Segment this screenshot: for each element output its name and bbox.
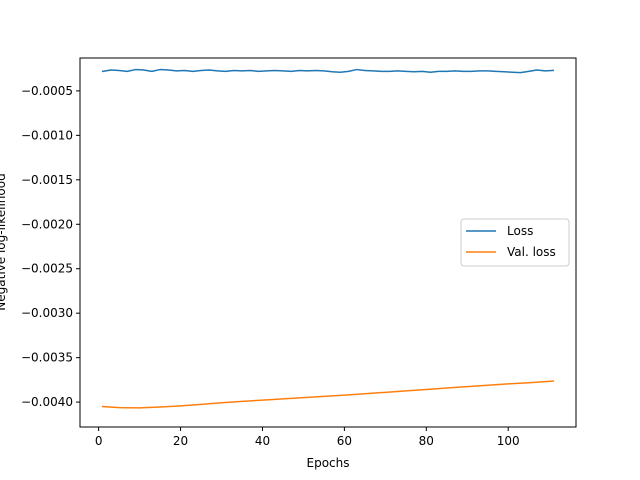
y-tick-label: −0.0035 (21, 351, 73, 365)
x-tick-label: 100 (497, 434, 520, 448)
x-tick-label: 20 (173, 434, 188, 448)
y-tick-label: −0.0025 (21, 262, 73, 276)
y-axis: −0.0040 −0.0035 −0.0030 −0.0025 −0.0020 −0.00… (21, 84, 80, 409)
y-tick-label: −0.0030 (21, 306, 73, 320)
x-axis-title: Epochs (307, 456, 350, 470)
legend-label-loss: Loss (507, 224, 533, 238)
x-tick-label: 0 (95, 434, 103, 448)
legend-label-val-loss: Val. loss (507, 245, 556, 259)
y-axis-title: Negative log-likelihood (0, 173, 8, 310)
y-tick-label: −0.0005 (21, 84, 73, 98)
y-tick-label: −0.0010 (21, 128, 73, 142)
plot-area-frame (79, 57, 577, 428)
x-tick-label: 40 (255, 434, 270, 448)
plot-lines (101, 68, 555, 409)
y-tick-label: −0.0040 (21, 395, 73, 409)
y-tick-label: −0.0020 (21, 217, 73, 231)
y-tick-label: −0.0015 (21, 173, 73, 187)
x-axis: 0 20 40 60 80 100 (95, 427, 520, 448)
series-line-val-loss (101, 380, 555, 409)
legend: Loss Val. loss (460, 218, 570, 267)
series-line-loss (101, 68, 555, 74)
x-tick-label: 60 (337, 434, 352, 448)
x-tick-label: 80 (419, 434, 434, 448)
